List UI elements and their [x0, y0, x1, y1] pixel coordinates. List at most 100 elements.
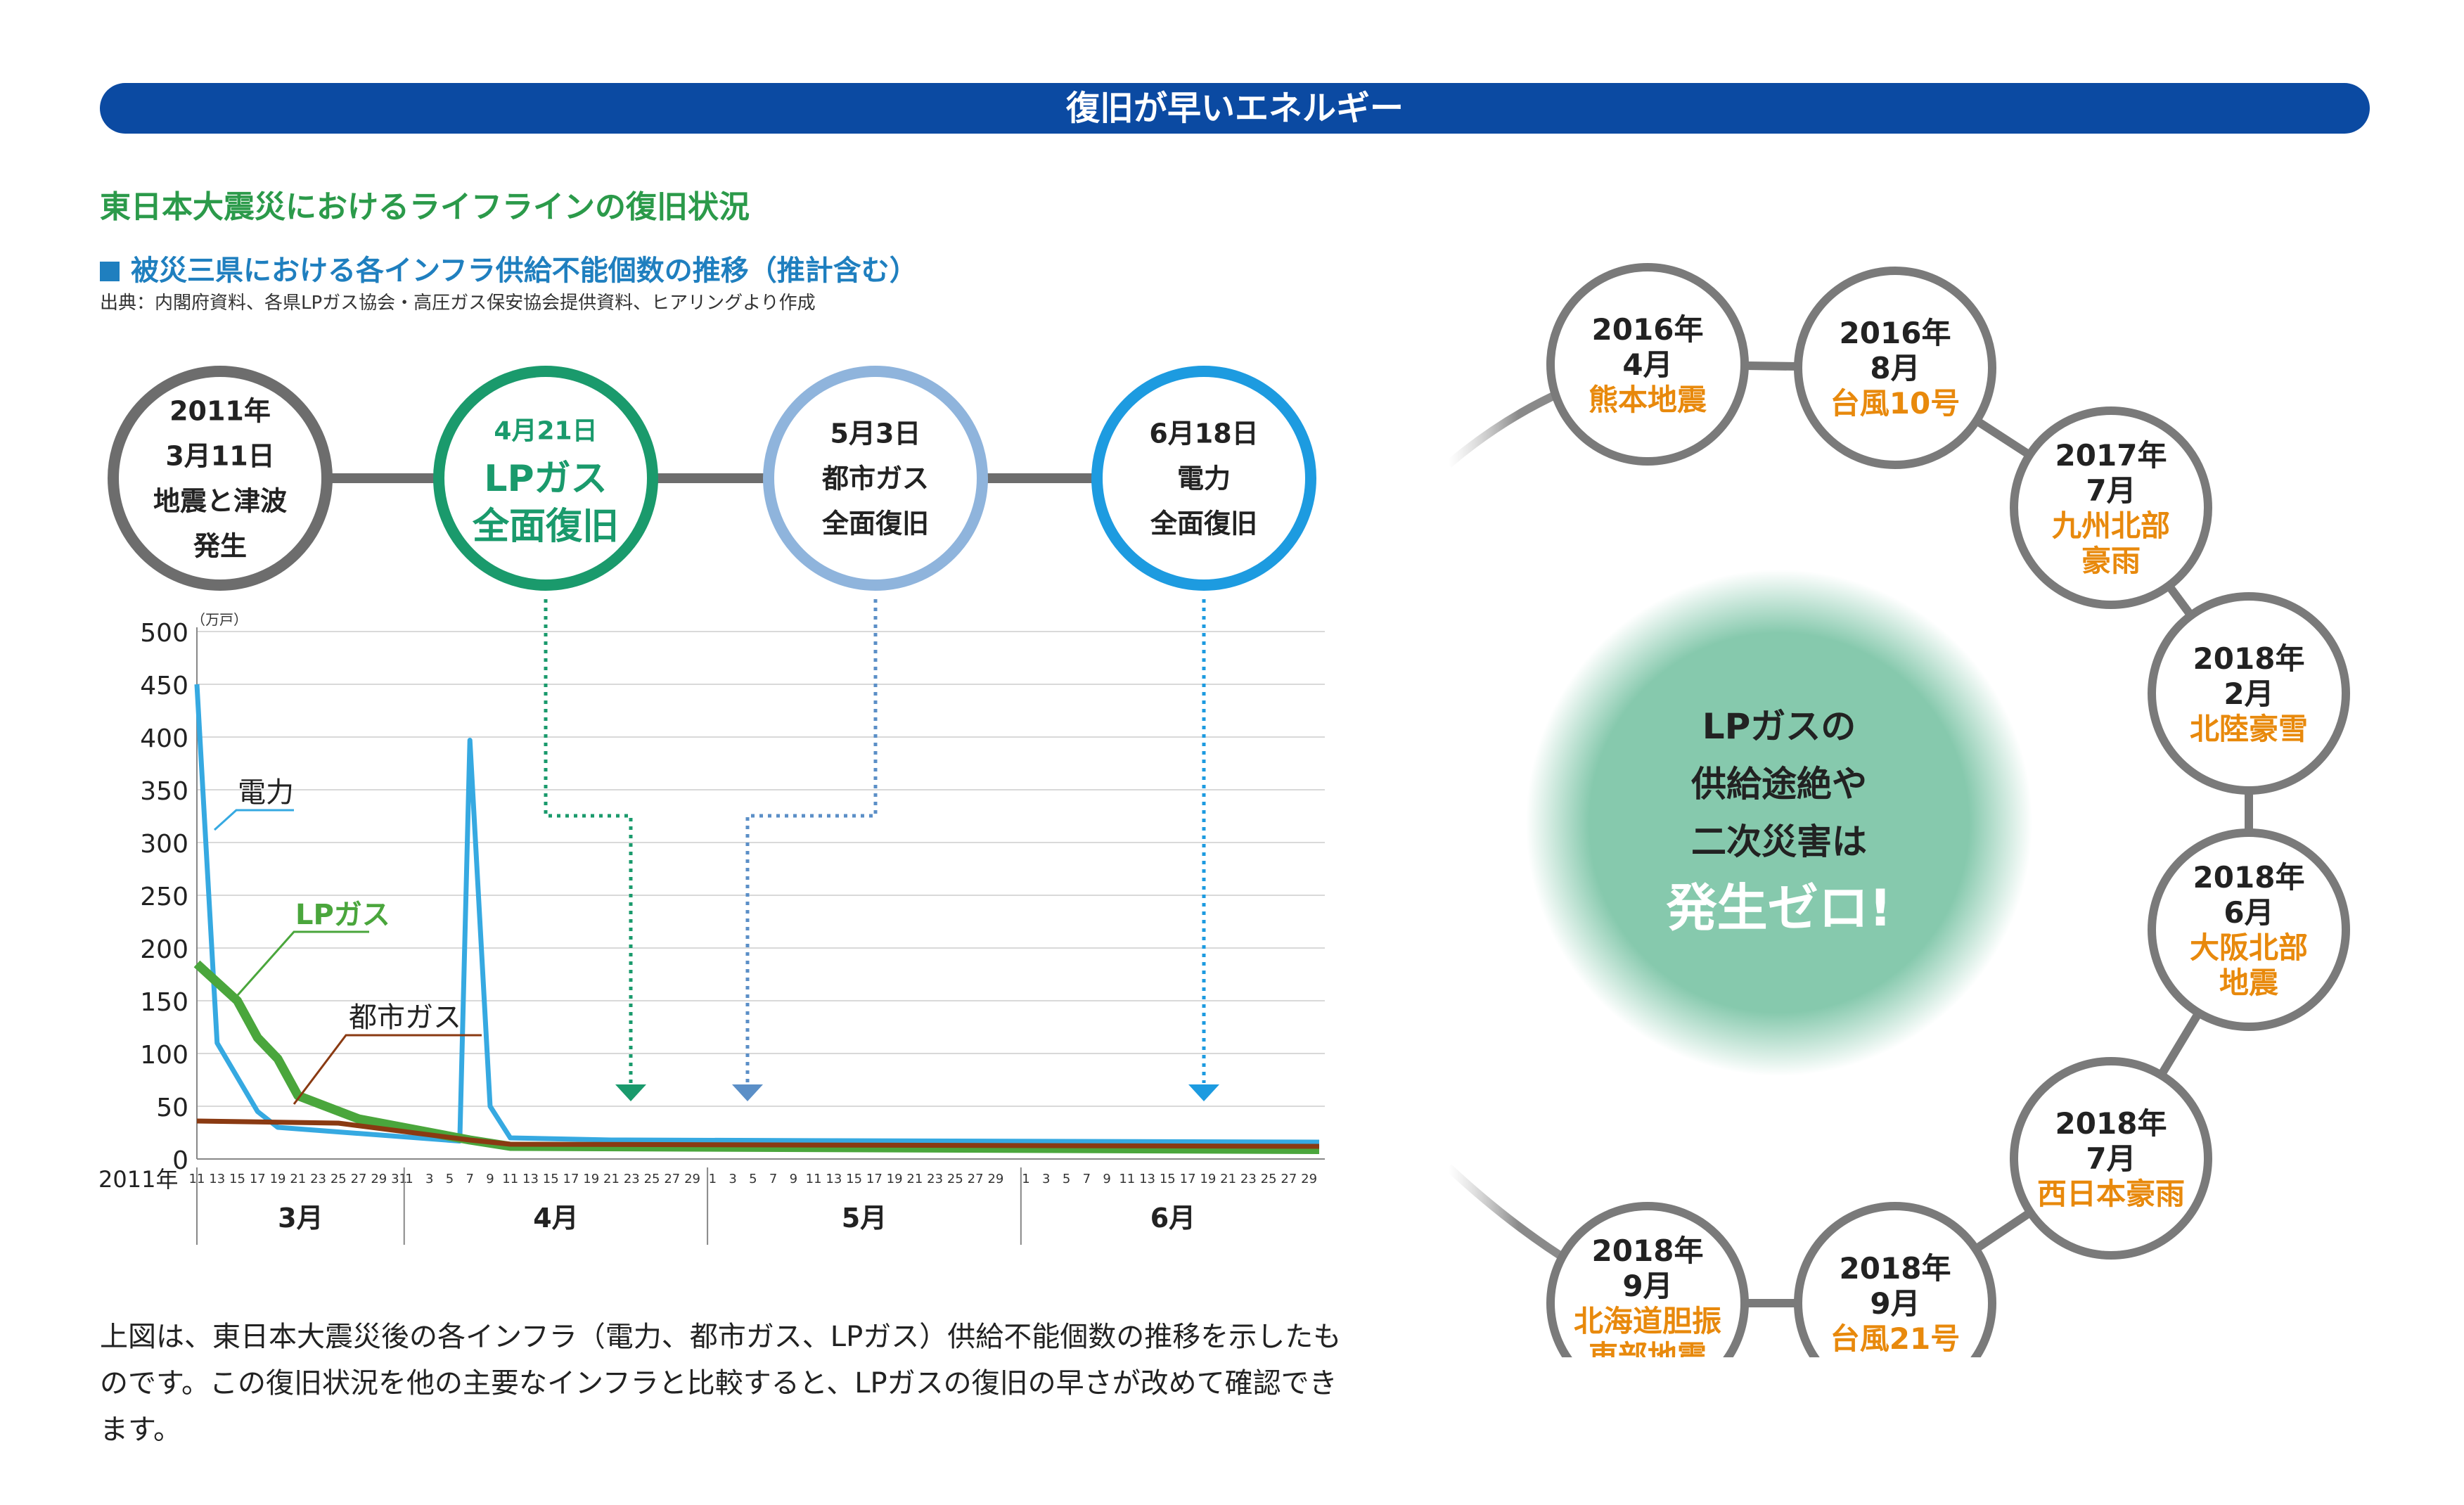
y-tick-label: 500 [140, 619, 188, 648]
event-date: 2018年 [1840, 1251, 1951, 1286]
event-circle [2148, 592, 2350, 795]
outage-line-chart: 500450400350300250200150100500（万戸）電力LPガス… [98, 599, 1325, 1245]
timeline-label: 2011年 [169, 395, 271, 426]
x-tick-label: 7 [1083, 1172, 1091, 1186]
event-date: 2018年 [2193, 641, 2305, 676]
event-date: 2016年 [1592, 312, 1704, 347]
event-name: 豪雨 [2081, 544, 2141, 578]
x-tick-label: 21 [603, 1172, 620, 1186]
event-circle [1794, 267, 1996, 469]
x-tick-label: 9 [1103, 1172, 1110, 1186]
event-date: 2月 [2224, 677, 2273, 711]
explanation-paragraph: 上図は、東日本大震災後の各インフラ（電力、都市ガス、LPガス）供給不能個数の推移… [100, 1321, 1342, 1446]
x-tick-label: 17 [250, 1172, 266, 1186]
timeline-label: 5月3日 [830, 418, 921, 449]
series-line [194, 684, 1320, 1145]
x-tick-label: 1 [1022, 1172, 1029, 1186]
event-circle [2010, 1057, 2212, 1260]
x-tick-label: 29 [1301, 1172, 1317, 1186]
x-tick-label: 3 [425, 1172, 433, 1186]
event-date: 2017年 [2055, 438, 2167, 473]
x-tick-label: 15 [543, 1172, 559, 1186]
x-tick-label: 31 [391, 1172, 407, 1186]
event-date: 7月 [2086, 1141, 2136, 1176]
event-date: 2018年 [2055, 1106, 2167, 1141]
timeline-circle [108, 366, 333, 591]
square-bullet-icon [100, 262, 120, 281]
x-tick-label: 21 [906, 1172, 923, 1186]
x-tick-label: 27 [351, 1172, 367, 1186]
x-tick-label: 21 [1220, 1172, 1236, 1186]
x-tick-label: 23 [927, 1172, 943, 1186]
event-circle [1546, 1202, 1749, 1357]
event-name: 九州北部 [2052, 508, 2170, 543]
x-tick-label: 25 [331, 1172, 347, 1186]
x-tick-label: 19 [1200, 1172, 1216, 1186]
x-tick-label: 3 [1042, 1172, 1050, 1186]
x-tick-label: 23 [1240, 1172, 1257, 1186]
recovery-arrow-head [732, 1084, 763, 1101]
timeline-label: 全面復旧 [472, 506, 619, 548]
x-tick-label: 15 [846, 1172, 862, 1186]
y-tick-label: 0 [172, 1146, 188, 1175]
event-name: 西日本豪雨 [2037, 1177, 2185, 1211]
timeline-label: 4月21日 [494, 417, 597, 446]
x-tick-label: 7 [466, 1172, 473, 1186]
x-tick-label: 29 [987, 1172, 1003, 1186]
y-tick-label: 400 [140, 724, 188, 753]
x-tick-label: 17 [866, 1172, 883, 1186]
recovery-arrow-line [544, 599, 633, 1083]
timeline-circle [433, 366, 658, 591]
x-tick-label: 5 [1063, 1172, 1070, 1186]
x-month-label: 4月 [533, 1203, 578, 1234]
x-tick-label: 17 [1180, 1172, 1196, 1186]
section-heading: 東日本大震災におけるライフラインの復旧状況 [100, 189, 750, 225]
series-line [193, 960, 1320, 1154]
disaster-ring: LPガスの供給途絶や二次災害は発生ゼロ!2016年4月熊本地震2016年8月台風… [1445, 263, 2350, 1357]
x-year-label: 2011年 [98, 1166, 178, 1193]
x-tick-label: 23 [310, 1172, 326, 1186]
event-name: 地震 [2219, 966, 2279, 1000]
event-name: 熊本地震 [1589, 383, 1707, 417]
timeline-label: 都市ガス [821, 463, 929, 494]
event-date: 9月 [1622, 1269, 1672, 1303]
recovery-arrow-head [615, 1084, 646, 1101]
timeline-circle [763, 366, 988, 591]
event-name: 台風10号 [1830, 386, 1960, 421]
event-date: 8月 [1870, 351, 1920, 385]
x-tick-label: 25 [947, 1172, 963, 1186]
timeline-label: LPガス [484, 458, 607, 500]
y-tick-label: 450 [140, 672, 188, 700]
timeline-label: 電力 [1177, 463, 1231, 494]
event-name: 北海道胆振 [1574, 1304, 1721, 1338]
series-name-label: 電力 [238, 776, 294, 809]
x-tick-label: 13 [522, 1172, 539, 1186]
event-name: 大阪北部 [2190, 930, 2308, 965]
y-tick-label: 350 [140, 777, 188, 806]
y-tick-label: 250 [140, 883, 188, 911]
x-tick-label: 25 [644, 1172, 660, 1186]
event-circle [2148, 828, 2350, 1031]
center-message: LPガスの [1702, 706, 1856, 747]
y-tick-label: 100 [140, 1041, 188, 1070]
x-tick-label: 15 [229, 1172, 245, 1186]
series-leader-line [213, 809, 294, 831]
x-tick-label: 11 [806, 1172, 822, 1186]
event-name: 台風21号 [1830, 1321, 1960, 1356]
chart-subheading: 被災三県における各インフラ供給不能個数の推移（推計含む） [100, 248, 918, 288]
series-line [196, 1118, 1320, 1149]
event-date: 2018年 [1592, 1234, 1704, 1268]
event-date: 4月 [1622, 347, 1672, 382]
x-tick-label: 9 [790, 1172, 797, 1186]
x-tick-label: 19 [270, 1172, 286, 1186]
center-message: 二次災害は [1691, 821, 1867, 862]
x-month-label: 5月 [842, 1203, 887, 1234]
timeline-label: 地震と津波 [153, 485, 287, 516]
x-month-label: 6月 [1150, 1203, 1195, 1234]
series-leader-line [293, 1034, 482, 1105]
event-date: 7月 [2086, 473, 2136, 508]
x-tick-label: 5 [446, 1172, 454, 1186]
event-date: 2018年 [2193, 860, 2305, 895]
x-tick-label: 13 [826, 1172, 842, 1186]
